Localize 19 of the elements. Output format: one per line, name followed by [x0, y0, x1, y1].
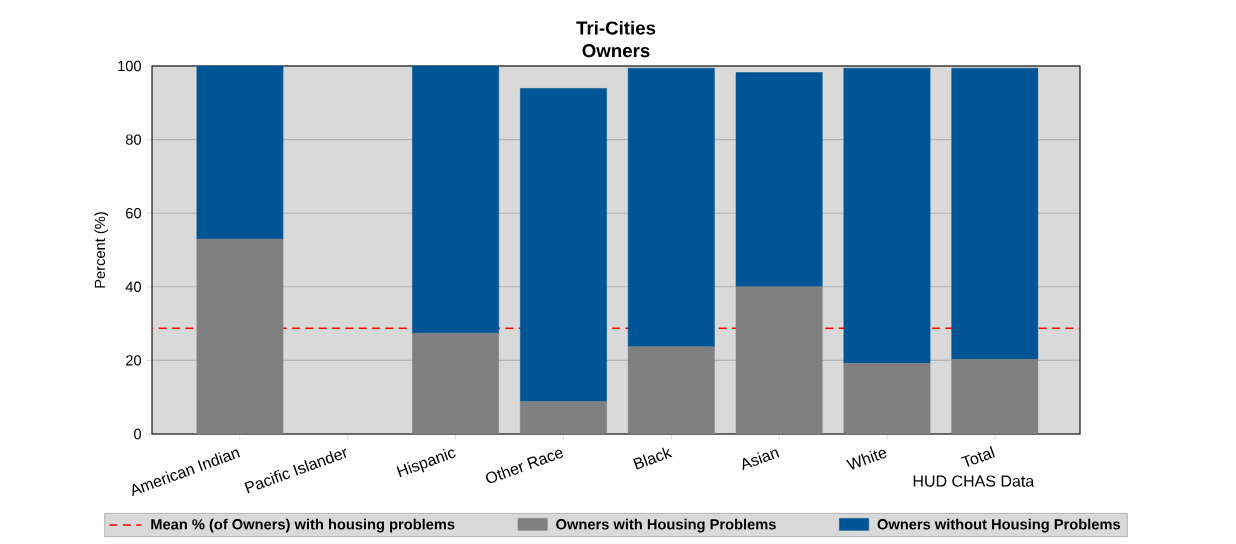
chart-subtitle: Owners — [582, 44, 650, 58]
y-tick-label: 80 — [125, 134, 142, 145]
x-tick-label: White — [845, 449, 887, 470]
y-axis-title: Percent (%) — [94, 212, 108, 288]
x-tick-label: Total — [960, 446, 995, 467]
y-tick-label: 100 — [118, 60, 142, 72]
legend-label: Owners without Housing Problems — [877, 518, 1121, 533]
y-tick-label: 40 — [125, 281, 142, 292]
chart-title: Tri-Cities — [576, 20, 656, 35]
bar — [735, 72, 823, 288]
legend-label: Mean % (of Owners) with housing problems — [151, 518, 455, 533]
y-tick-label: 60 — [126, 208, 142, 219]
x-tick-label: Other Race — [486, 449, 564, 484]
text: HUD CHAS Data — [913, 475, 1035, 487]
legend-label: Owners with Housing Problems — [556, 518, 776, 533]
y-tick-label: 0 — [134, 428, 142, 440]
y-tick-label: 20 — [126, 355, 142, 366]
x-tick-label: Black — [633, 447, 673, 470]
x-tick-label: Asian — [742, 449, 780, 471]
